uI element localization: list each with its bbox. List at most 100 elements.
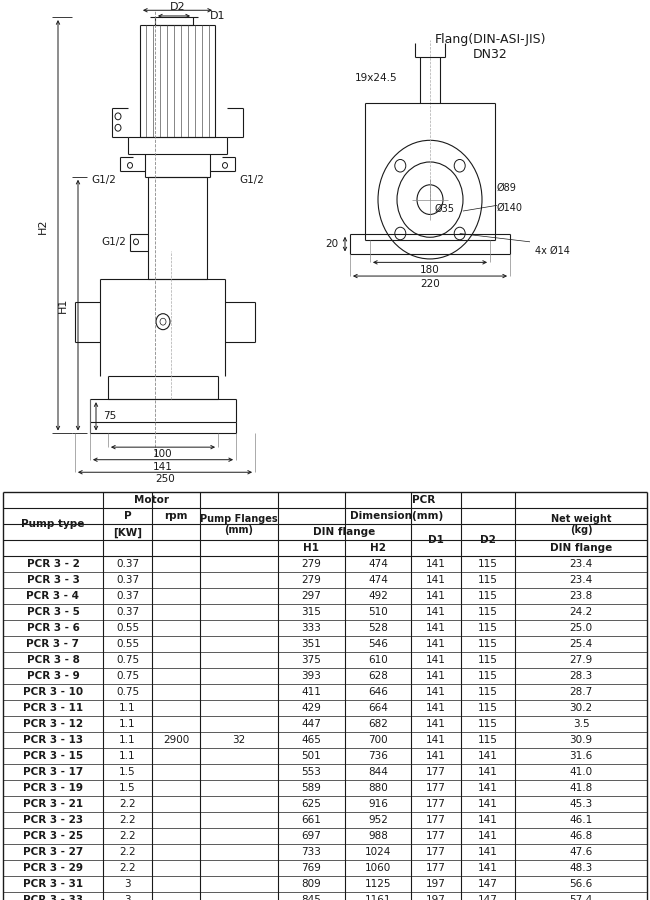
Text: 75: 75 [103,411,116,421]
Text: 141: 141 [153,462,173,472]
Text: 115: 115 [478,703,498,713]
Text: 1060: 1060 [365,863,391,873]
Text: 47.6: 47.6 [569,847,593,857]
Text: 736: 736 [368,752,388,761]
Text: 115: 115 [478,735,498,745]
Text: 1.1: 1.1 [119,752,136,761]
Text: 4x Ø14: 4x Ø14 [535,246,570,256]
Text: 429: 429 [302,703,322,713]
Text: 610: 610 [368,655,388,665]
Text: Flang(DIN-ASI-JIS): Flang(DIN-ASI-JIS) [434,33,546,47]
Text: 474: 474 [368,560,388,570]
Text: H1: H1 [304,544,320,554]
Text: 23.4: 23.4 [569,560,593,570]
Text: 141: 141 [426,735,446,745]
Text: 0.55: 0.55 [116,624,139,634]
Text: PCR 3 - 23: PCR 3 - 23 [23,815,83,825]
Text: 546: 546 [368,639,388,649]
Text: 411: 411 [302,688,322,698]
Text: PCR 3 - 31: PCR 3 - 31 [23,879,83,889]
Text: 1.5: 1.5 [119,767,136,778]
Text: 141: 141 [426,639,446,649]
Text: 115: 115 [478,655,498,665]
Text: 141: 141 [478,783,498,793]
Text: PCR 3 - 6: PCR 3 - 6 [27,624,79,634]
Text: 177: 177 [426,767,446,778]
Text: 115: 115 [478,575,498,585]
Text: 141: 141 [426,560,446,570]
Text: 279: 279 [302,575,322,585]
Text: G1/2: G1/2 [101,237,126,247]
Text: 48.3: 48.3 [569,863,593,873]
Text: 528: 528 [368,624,388,634]
Text: PCR 3 - 2: PCR 3 - 2 [27,560,79,570]
Text: 1.1: 1.1 [119,719,136,729]
Text: H2: H2 [370,544,386,554]
Text: 20: 20 [325,239,338,249]
Text: PCR 3 - 17: PCR 3 - 17 [23,767,83,778]
Text: 100: 100 [153,449,173,459]
Text: 141: 141 [426,591,446,601]
Text: PCR 3 - 10: PCR 3 - 10 [23,688,83,698]
Text: 2.2: 2.2 [119,815,136,825]
Text: 177: 177 [426,783,446,793]
Text: PCR 3 - 19: PCR 3 - 19 [23,783,83,793]
Text: PCR: PCR [412,496,435,506]
Text: 27.9: 27.9 [569,655,593,665]
Text: 115: 115 [478,639,498,649]
Text: 115: 115 [478,591,498,601]
Text: 197: 197 [426,895,446,900]
Text: 141: 141 [426,671,446,681]
Text: 0.37: 0.37 [116,560,139,570]
Text: 115: 115 [478,688,498,698]
Text: 177: 177 [426,815,446,825]
Text: 141: 141 [426,688,446,698]
Text: 510: 510 [368,608,388,617]
Text: 23.8: 23.8 [569,591,593,601]
Text: PCR 3 - 11: PCR 3 - 11 [23,703,83,713]
Text: PCR 3 - 7: PCR 3 - 7 [27,639,79,649]
Text: [KW]: [KW] [113,527,142,537]
Text: PCR 3 - 15: PCR 3 - 15 [23,752,83,761]
Text: DIN flange: DIN flange [313,527,376,537]
Text: 0.75: 0.75 [116,688,139,698]
Text: 141: 141 [478,847,498,857]
Text: 628: 628 [368,671,388,681]
Text: 589: 589 [302,783,322,793]
Text: 646: 646 [368,688,388,698]
Text: 141: 141 [478,752,498,761]
Text: 141: 141 [478,767,498,778]
Text: 141: 141 [478,799,498,809]
Text: 733: 733 [302,847,322,857]
Text: PCR 3 - 12: PCR 3 - 12 [23,719,83,729]
Text: H1: H1 [58,298,68,313]
Text: Pump Flanges
(mm): Pump Flanges (mm) [200,514,278,536]
Text: 23.4: 23.4 [569,575,593,585]
Text: 141: 141 [426,575,446,585]
Text: 0.55: 0.55 [116,639,139,649]
Text: 141: 141 [478,863,498,873]
Text: 845: 845 [302,895,322,900]
Text: PCR 3 - 8: PCR 3 - 8 [27,655,79,665]
Text: Pump type: Pump type [21,519,84,529]
Text: 1.1: 1.1 [119,735,136,745]
Text: 0.75: 0.75 [116,655,139,665]
Text: 625: 625 [302,799,322,809]
Text: D1: D1 [428,536,444,545]
Text: 2.2: 2.2 [119,831,136,842]
Text: 1125: 1125 [365,879,391,889]
Text: 465: 465 [302,735,322,745]
Text: 250: 250 [155,474,175,484]
Text: D1: D1 [210,11,226,21]
Text: 141: 141 [426,752,446,761]
Text: 24.2: 24.2 [569,608,593,617]
Text: 1161: 1161 [365,895,391,900]
Text: 115: 115 [478,671,498,681]
Text: 141: 141 [426,608,446,617]
Text: H2: H2 [38,218,48,234]
Text: 2900: 2900 [163,735,189,745]
Text: 28.7: 28.7 [569,688,593,698]
Text: Net weight
(kg): Net weight (kg) [551,514,611,536]
Text: 315: 315 [302,608,322,617]
Text: 141: 141 [478,831,498,842]
